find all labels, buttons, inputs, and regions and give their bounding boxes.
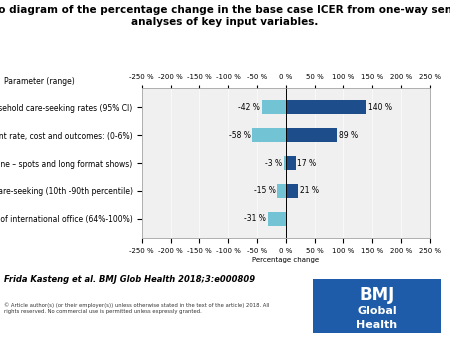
Bar <box>261 100 286 114</box>
Bar <box>286 156 296 170</box>
Text: BMJ: BMJ <box>359 286 395 304</box>
Bar <box>268 212 286 226</box>
Text: Global: Global <box>357 306 397 316</box>
Text: -58 %: -58 % <box>229 131 251 140</box>
Text: Health: Health <box>356 320 397 330</box>
Text: -31 %: -31 % <box>244 214 266 223</box>
Bar <box>286 184 298 198</box>
Text: Tornado diagram of the percentage change in the base case ICER from one-way sens: Tornado diagram of the percentage change… <box>0 5 450 27</box>
Bar <box>286 128 337 142</box>
Bar <box>286 100 366 114</box>
Text: Parameter (range): Parameter (range) <box>4 77 75 86</box>
Text: 140 %: 140 % <box>368 103 392 112</box>
Text: 17 %: 17 % <box>297 159 316 168</box>
Bar <box>284 156 286 170</box>
Text: -3 %: -3 % <box>265 159 282 168</box>
Text: -42 %: -42 % <box>238 103 260 112</box>
Text: 21 %: 21 % <box>300 187 319 195</box>
Text: 89 %: 89 % <box>339 131 358 140</box>
Text: -15 %: -15 % <box>253 187 275 195</box>
Bar <box>277 184 286 198</box>
Bar <box>252 128 286 142</box>
X-axis label: Percentage change: Percentage change <box>252 257 320 263</box>
Text: Frida Kasteng et al. BMJ Glob Health 2018;3:e000809: Frida Kasteng et al. BMJ Glob Health 201… <box>4 275 256 285</box>
Text: © Article author(s) (or their employer(s)) unless otherwise stated in the text o: © Article author(s) (or their employer(s… <box>4 303 270 314</box>
